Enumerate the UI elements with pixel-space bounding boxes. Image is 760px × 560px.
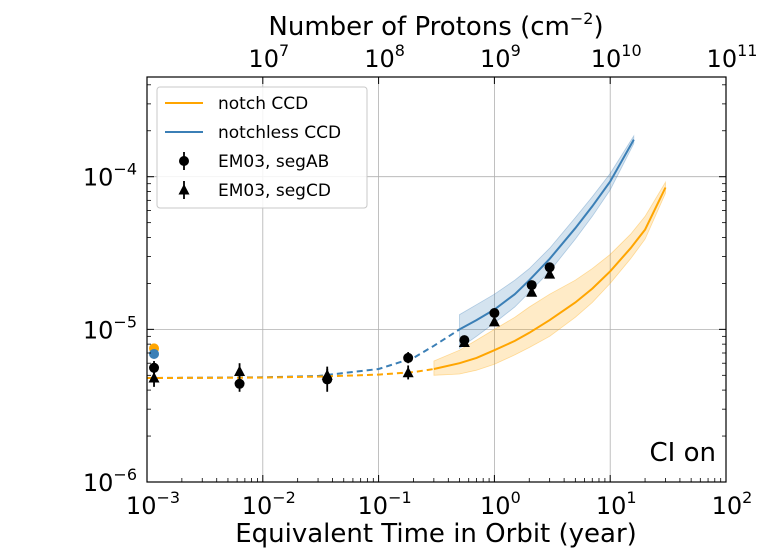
y-tick-label: 10−6 [83,465,137,497]
legend-box [156,86,368,209]
segcd-point [321,369,333,380]
annotation-ci-on: CI on [650,438,716,468]
segab-point [489,307,500,318]
segcd-point [402,366,414,378]
legend-triangle-marker [178,184,190,195]
segcd-point [544,268,556,279]
x-tick-label: 10−1 [358,488,412,520]
segcd-point [148,372,160,383]
legend-label: EM03, segCD [218,181,331,201]
legend: notch CCD notchless CCD EM03, segAB EM03, s… [156,86,368,209]
data-markers [148,262,556,392]
x-tick-label: 100 [480,488,521,520]
legend-label: notchless CCD [218,123,341,143]
segcd-point [488,315,500,327]
x-tick-label: 101 [596,488,637,520]
x2-axis-title-close: ) [593,12,603,42]
x2-tick-label: 1010 [591,41,642,73]
segab-point [544,262,555,273]
x2-tick-label: 108 [364,41,405,73]
x2-axis-title-main: Number of Protons (cm [268,12,569,42]
segab-point [149,362,160,373]
notch-solid-line [433,187,667,370]
y-tick-label: 10−5 [83,312,137,344]
legend-label: EM03, segAB [218,152,329,172]
x2-axis-title: Number of Protons (cm−2) [268,9,603,42]
notchless-edge-point [149,348,160,359]
notch-dashed-line [147,368,435,379]
segab-point [526,280,537,291]
x2-tick-label: 109 [480,41,521,73]
y-tick-label: 10−4 [83,160,137,192]
confidence-bands [433,134,666,376]
plot-frame [146,76,727,483]
axis-ticks: 10−3 10−2 10−1 100 101 102 10−6 10−5 10−4 107 108 1… [83,41,758,520]
legend-label: notch CCD [218,94,308,114]
legend-circle-marker [179,156,189,166]
segcd-point [526,286,538,297]
segcd-point [234,365,246,376]
series-lines [147,139,667,379]
notch-band [433,180,666,376]
x-tick-label: 10−2 [242,488,296,520]
notchless-dashed-line [147,328,461,379]
x2-tick-label: 107 [248,41,289,73]
segab-point [403,352,414,363]
segcd-point [458,336,470,348]
notchless-band [459,134,635,350]
x2-tick-label: 1011 [707,41,758,73]
x2-axis-title-exp: −2 [570,9,594,28]
x-tick-label: 10−3 [126,488,180,520]
x-axis-title: Equivalent Time in Orbit (year) [235,519,637,549]
segab-point [234,378,245,389]
x-tick-label: 102 [712,488,753,520]
notchless-solid-line [459,139,635,331]
